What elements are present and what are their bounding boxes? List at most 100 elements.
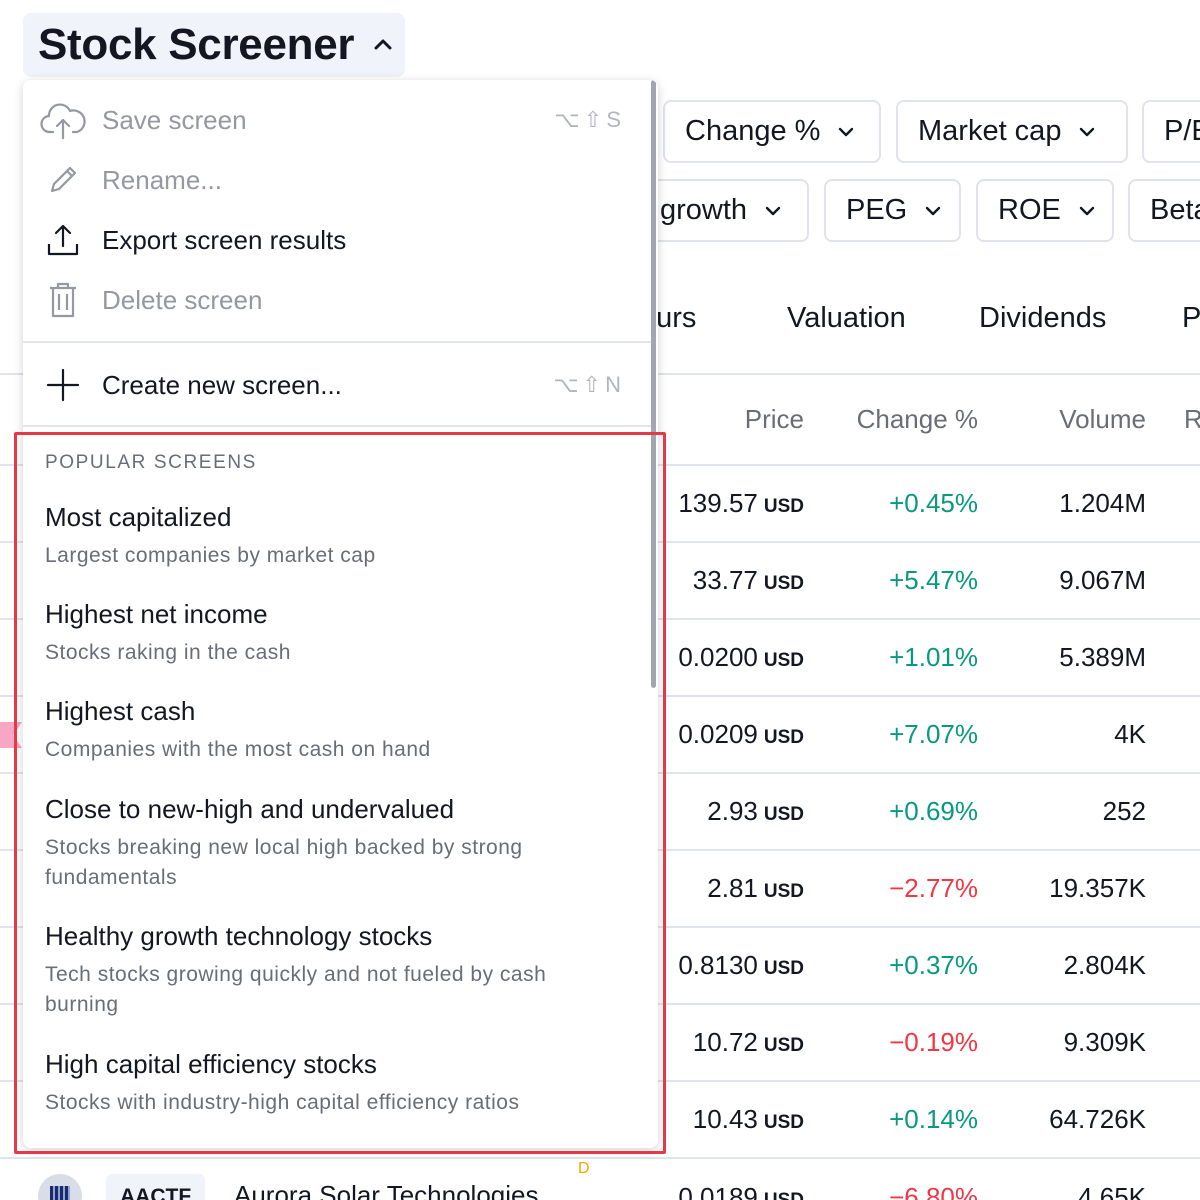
company-logo [38, 1174, 82, 1200]
price-cell: 2.81 USD [707, 873, 804, 904]
change-cell: −2.77% [889, 873, 978, 903]
menu-item-export-results[interactable]: Export screen results [23, 210, 651, 270]
volume-cell: 19.357K [1049, 873, 1146, 903]
ticker-badge[interactable]: AACTF [106, 1174, 206, 1200]
change-cell: +0.37% [889, 950, 978, 980]
popular-screen-name: High capital efficiency stocks [45, 1049, 377, 1079]
chevron-down-icon [923, 201, 943, 221]
menu-scrollbar[interactable] [651, 80, 656, 688]
currency-label: USD [763, 958, 804, 979]
export-icon [40, 217, 86, 263]
change-cell: +5.47% [889, 565, 978, 595]
filter-change-percent[interactable]: Change % [663, 100, 881, 163]
currency-label: USD [763, 1035, 804, 1056]
price-value: 0.8130 [678, 950, 758, 980]
price-value: 139.57 [678, 488, 758, 518]
popular-screen-description: Stocks raking in the cash [45, 641, 291, 664]
change-cell: +7.07% [889, 719, 978, 749]
popular-screen-name: Healthy growth technology stocks [45, 921, 433, 951]
price-value: 2.81 [707, 873, 758, 903]
pencil-icon [40, 157, 86, 203]
filter-label: P/E [1164, 115, 1200, 147]
menu-item-label: Export screen results [102, 224, 347, 255]
change-cell: +0.45% [889, 488, 978, 518]
popular-screen-description: Largest companies by market cap [45, 544, 376, 567]
menu-item-label: Delete screen [102, 284, 263, 315]
column-header-change[interactable]: Change % [856, 404, 978, 434]
trash-icon [40, 277, 86, 323]
volume-cell: 2.804K [1063, 950, 1146, 980]
filter-pe[interactable]: P/E [1142, 100, 1200, 163]
table-row[interactable]: AACTF Aurora Solar Technologies D 0.0189… [0, 1160, 1200, 1200]
filter-label: PEG [846, 194, 908, 226]
chevron-down-icon [1077, 201, 1097, 221]
plus-icon [40, 362, 86, 408]
change-cell: +0.14% [889, 1104, 978, 1134]
table-row[interactable]: 10.43 USD +0.14% 64.726K [0, 1082, 1200, 1159]
price-value: 0.0200 [678, 642, 758, 672]
filter-label: Change % [685, 115, 821, 147]
price-cell: 0.0189 USD [678, 1182, 804, 1200]
currency-label: USD [763, 650, 804, 671]
price-value: 0.0189 [678, 1182, 758, 1200]
menu-item-delete-screen[interactable]: Delete screen [23, 270, 651, 330]
volume-cell: 9.309K [1063, 1027, 1146, 1057]
popular-screen-description: Companies with the most cash on hand [45, 738, 431, 761]
filter-growth[interactable]: growth [630, 179, 809, 242]
volume-cell: 4K [1114, 719, 1146, 749]
delayed-badge: D [578, 1160, 590, 1177]
column-header-relvolume[interactable]: R [1184, 404, 1200, 434]
volume-cell: 252 [1102, 796, 1146, 826]
price-cell: 0.8130 USD [678, 950, 804, 981]
currency-label: USD [763, 881, 804, 902]
volume-cell: 1.204M [1059, 488, 1146, 518]
shortcut-hint: ⌥⇧S [554, 107, 625, 132]
chevron-down-icon [836, 122, 856, 142]
popular-screen-description: Tech stocks growing quickly and not fuel… [45, 963, 547, 1016]
price-value: 0.0209 [678, 719, 758, 749]
menu-divider [23, 341, 651, 343]
filter-market-cap[interactable]: Market cap [896, 100, 1128, 163]
price-value: 10.72 [692, 1027, 758, 1057]
tab-valuation[interactable]: Valuation [787, 302, 906, 334]
filter-label: ROE [998, 194, 1061, 226]
menu-item-create-screen[interactable]: Create new screen... ⌥⇧N [23, 355, 651, 415]
currency-label: USD [763, 573, 804, 594]
volume-cell: 4.65K [1078, 1182, 1146, 1200]
price-cell: 33.77 USD [693, 565, 804, 596]
tab-dividends[interactable]: Dividends [979, 302, 1107, 334]
filter-peg[interactable]: PEG [824, 179, 961, 242]
currency-label: USD [763, 727, 804, 748]
filter-label: growth [660, 194, 748, 226]
menu-item-rename[interactable]: Rename... [23, 150, 651, 210]
tab-profitability[interactable]: P [1182, 302, 1200, 334]
change-cell: −0.19% [889, 1027, 978, 1057]
menu-item-label: Save screen [102, 104, 247, 135]
company-name[interactable]: Aurora Solar Technologies [234, 1180, 539, 1200]
volume-cell: 5.389M [1059, 642, 1146, 672]
price-value: 2.93 [707, 796, 758, 826]
screener-title-button[interactable]: Stock Screener [23, 13, 405, 77]
shortcut-hint: ⌥⇧N [553, 372, 625, 397]
column-header-volume[interactable]: Volume [1059, 404, 1146, 434]
change-cell: −6.80% [889, 1182, 978, 1200]
popular-screen-name: Close to new-high and undervalued [45, 794, 455, 824]
menu-divider [23, 425, 651, 427]
price-cell: 139.57 USD [678, 488, 804, 519]
popular-screen-name: Highest cash [45, 696, 196, 726]
change-cell: +1.01% [889, 642, 978, 672]
popular-screen-name: Most capitalized [45, 502, 232, 532]
popular-screens-heading: POPULAR SCREENS [45, 452, 257, 473]
currency-label: USD [764, 1190, 804, 1200]
currency-label: USD [763, 804, 804, 825]
menu-item-save-screen[interactable]: Save screen ⌥⇧S [23, 90, 651, 150]
filter-roe[interactable]: ROE [976, 179, 1114, 242]
filter-beta[interactable]: Beta [1128, 179, 1200, 242]
menu-item-label: Create new screen... [102, 369, 342, 400]
price-cell: 10.43 USD [693, 1104, 804, 1135]
chevron-down-icon [763, 201, 783, 221]
price-cell: 0.0200 USD [678, 642, 804, 673]
column-header-price[interactable]: Price [744, 404, 804, 434]
table-row[interactable]: 0.0200 USD +1.01% 5.389M [0, 620, 1200, 697]
filter-label: Market cap [918, 115, 1062, 147]
